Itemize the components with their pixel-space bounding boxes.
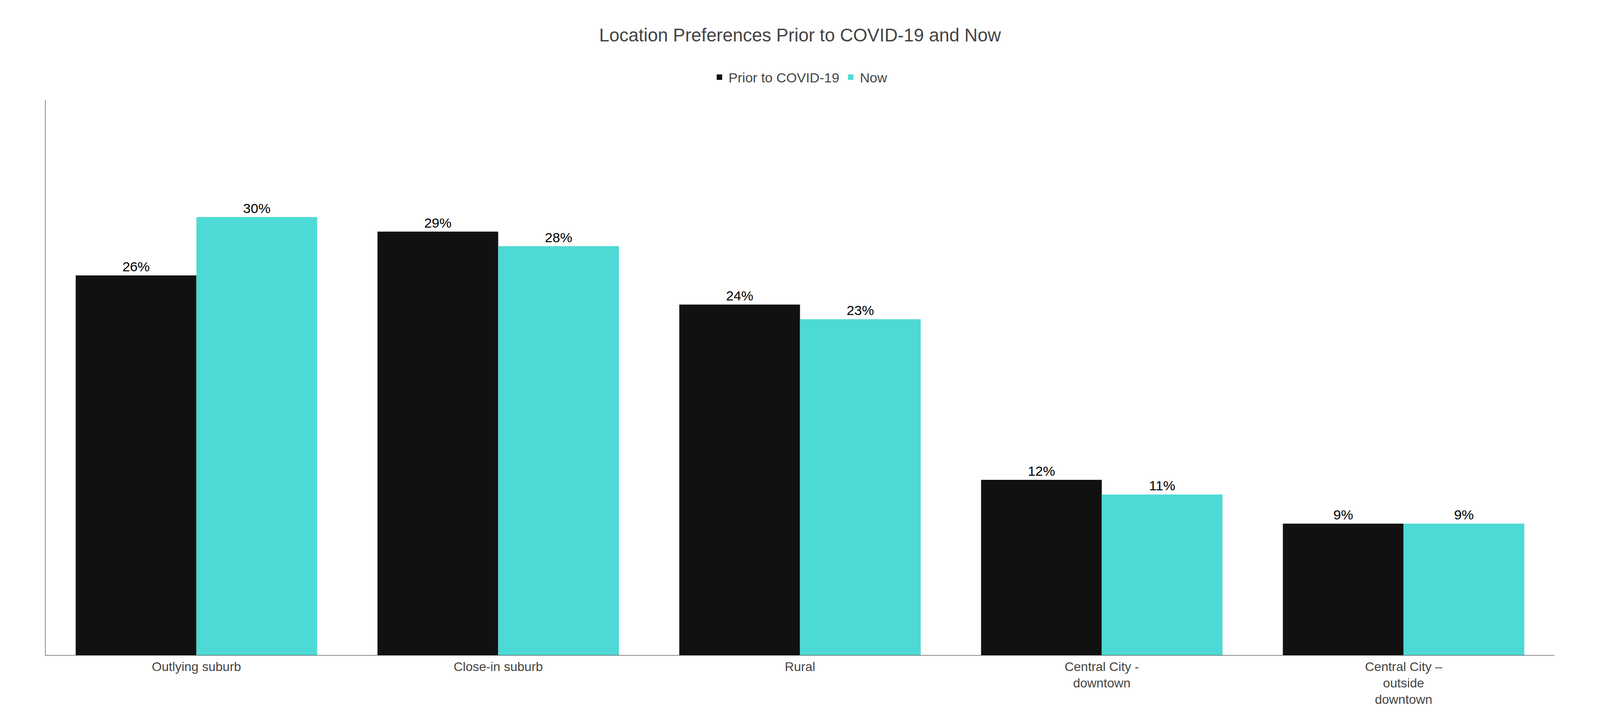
svg-text:23%: 23% bbox=[846, 302, 874, 318]
svg-text:26%: 26% bbox=[122, 259, 150, 275]
svg-text:Outlying suburb: Outlying suburb bbox=[151, 659, 241, 674]
svg-text:29%: 29% bbox=[424, 215, 452, 231]
svg-text:Central City –outsidedowntown: Central City –outsidedowntown bbox=[1365, 659, 1443, 707]
svg-text:9%: 9% bbox=[1453, 507, 1474, 523]
svg-text:30%: 30% bbox=[243, 200, 271, 216]
svg-text:Rural: Rural bbox=[784, 659, 816, 674]
svg-text:9%: 9% bbox=[1333, 507, 1353, 523]
svg-text:Now: Now bbox=[859, 70, 888, 86]
svg-text:Close-in suburb: Close-in suburb bbox=[453, 659, 543, 674]
svg-text:Prior to COVID-19: Prior to COVID-19 bbox=[728, 70, 840, 86]
svg-text:12%: 12% bbox=[1027, 463, 1056, 479]
svg-text:11%: 11% bbox=[1148, 477, 1176, 493]
svg-text:Central City -downtown: Central City -downtown bbox=[1064, 659, 1139, 691]
svg-text:28%: 28% bbox=[544, 229, 573, 245]
svg-text:Location Preferences Prior to: Location Preferences Prior to COVID-19 a… bbox=[599, 25, 1001, 46]
svg-text:24%: 24% bbox=[726, 288, 754, 304]
